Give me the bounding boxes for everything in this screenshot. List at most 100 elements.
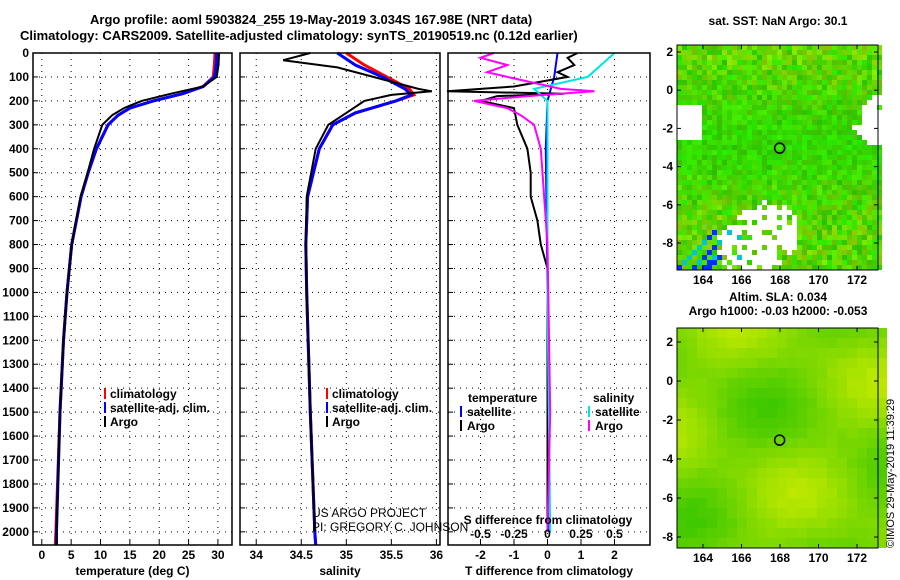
map-cell bbox=[732, 250, 737, 255]
map-cell bbox=[717, 210, 722, 215]
map-cell bbox=[862, 100, 867, 105]
map-cell bbox=[717, 468, 727, 478]
map-cell bbox=[857, 165, 862, 170]
map-cell bbox=[837, 408, 847, 418]
map-cell bbox=[877, 408, 887, 418]
map-cell bbox=[712, 205, 717, 210]
map-cell bbox=[712, 155, 717, 160]
map-cell bbox=[862, 155, 867, 160]
legend-title: temperature bbox=[468, 391, 538, 405]
map-cell bbox=[767, 185, 772, 190]
map-cell bbox=[742, 245, 747, 250]
map-cell bbox=[777, 245, 782, 250]
map-cell bbox=[842, 75, 847, 80]
lon-tick-label: 168 bbox=[770, 551, 790, 565]
map-cell bbox=[747, 155, 752, 160]
map-cell bbox=[812, 85, 817, 90]
map-cell bbox=[727, 518, 737, 528]
map-cell bbox=[677, 75, 682, 80]
map-cell bbox=[817, 468, 827, 478]
map-cell bbox=[817, 125, 822, 130]
map-cell bbox=[702, 145, 707, 150]
y-tick-label: 1000 bbox=[2, 285, 29, 299]
map-cell bbox=[717, 60, 722, 65]
map-cell bbox=[722, 140, 727, 145]
map-cell bbox=[857, 488, 867, 498]
map-cell bbox=[802, 60, 807, 65]
map-cell bbox=[807, 458, 817, 468]
map-cell bbox=[797, 418, 807, 428]
map-cell bbox=[687, 45, 692, 50]
map-cell bbox=[732, 145, 737, 150]
map-cell bbox=[727, 165, 732, 170]
map-cell bbox=[717, 180, 722, 185]
map-cell bbox=[852, 105, 857, 110]
map-cell bbox=[757, 85, 762, 90]
map-cell bbox=[812, 190, 817, 195]
map-cell bbox=[877, 185, 882, 190]
map-cell bbox=[812, 90, 817, 95]
map-cell bbox=[682, 195, 687, 200]
map-cell bbox=[697, 195, 702, 200]
map-cell bbox=[827, 230, 832, 235]
map-cell bbox=[817, 150, 822, 155]
map-cell bbox=[847, 215, 852, 220]
map-cell bbox=[692, 240, 697, 245]
map-cell bbox=[762, 180, 767, 185]
map-cell bbox=[787, 220, 792, 225]
map-cell bbox=[692, 145, 697, 150]
map-cell bbox=[767, 130, 772, 135]
map-cell bbox=[687, 170, 692, 175]
map-cell bbox=[722, 100, 727, 105]
map-cell bbox=[797, 438, 807, 448]
map-cell bbox=[747, 150, 752, 155]
map-cell bbox=[707, 498, 717, 508]
map-cell bbox=[852, 45, 857, 50]
map-cell bbox=[807, 195, 812, 200]
map-cell bbox=[777, 90, 782, 95]
map-cell bbox=[832, 260, 837, 265]
map-cell bbox=[827, 195, 832, 200]
map-cell bbox=[812, 75, 817, 80]
map-cell bbox=[737, 468, 747, 478]
map-cell bbox=[817, 250, 822, 255]
map-cell bbox=[712, 235, 717, 240]
map-cell bbox=[847, 498, 857, 508]
map-cell bbox=[697, 448, 707, 458]
map-cell bbox=[707, 338, 717, 348]
map-cell bbox=[742, 50, 747, 55]
map-cell bbox=[842, 125, 847, 130]
map-cell bbox=[837, 140, 842, 145]
map-cell bbox=[707, 538, 717, 548]
map-cell bbox=[822, 115, 827, 120]
map-cell bbox=[807, 120, 812, 125]
map-cell bbox=[757, 145, 762, 150]
map-cell bbox=[847, 105, 852, 110]
y-tick-label: 1800 bbox=[2, 477, 29, 491]
map-cell bbox=[777, 170, 782, 175]
map-cell bbox=[837, 225, 842, 230]
map-cell bbox=[857, 230, 862, 235]
map-cell bbox=[837, 125, 842, 130]
map-cell bbox=[767, 65, 772, 70]
map-cell bbox=[677, 250, 682, 255]
map-cell bbox=[732, 70, 737, 75]
map-cell bbox=[827, 418, 837, 428]
map-cell bbox=[712, 180, 717, 185]
map-cell bbox=[747, 235, 752, 240]
map-cell bbox=[697, 478, 707, 488]
map-cell bbox=[722, 110, 727, 115]
map-cell bbox=[827, 80, 832, 85]
map-cell bbox=[697, 240, 702, 245]
map-cell bbox=[817, 215, 822, 220]
map-cell bbox=[717, 388, 727, 398]
map-cell bbox=[772, 165, 777, 170]
map-cell bbox=[822, 250, 827, 255]
map-cell bbox=[687, 50, 692, 55]
map-cell bbox=[857, 468, 867, 478]
map-cell bbox=[862, 195, 867, 200]
map-cell bbox=[837, 145, 842, 150]
y-tick-label: 1600 bbox=[2, 429, 29, 443]
map-cell bbox=[792, 80, 797, 85]
y-tick-label: 600 bbox=[9, 190, 29, 204]
